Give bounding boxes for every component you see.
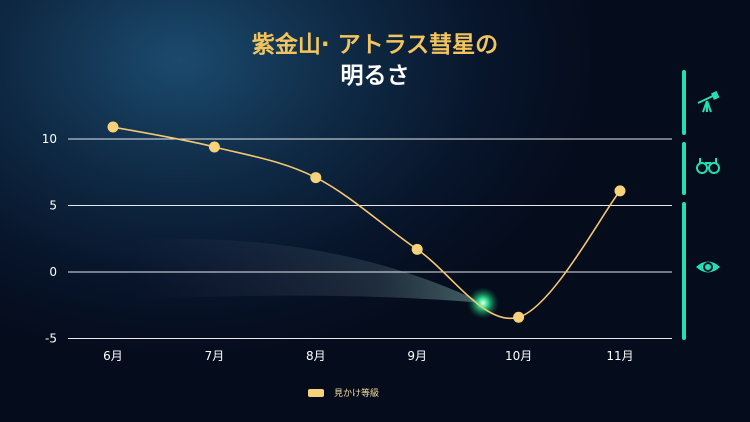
data-point [513, 311, 525, 323]
title-line-2: 明るさ [340, 63, 410, 89]
x-tick-label: 6月 [103, 349, 123, 363]
data-point [411, 243, 423, 255]
eye-icon [696, 261, 720, 273]
y-tick-label: 5 [49, 199, 57, 213]
data-point [310, 172, 322, 184]
x-tick-label: 8月 [306, 349, 326, 363]
telescope-icon [697, 91, 720, 113]
binoculars-range-bar [682, 142, 686, 195]
legend-swatch [308, 388, 324, 397]
legend: 見かけ等級 [308, 386, 379, 399]
x-tick-label: 9月 [407, 349, 427, 363]
x-tick-label: 7月 [205, 349, 225, 363]
chart-title: 紫金山· アトラス彗星の 明るさ [0, 30, 750, 92]
x-tick-label: 11月 [606, 349, 633, 363]
y-tick-label: 0 [49, 265, 57, 279]
binoculars-icon [696, 158, 720, 174]
legend-label: 見かけ等級 [334, 389, 380, 399]
naked-eye-range-bar [682, 202, 686, 340]
x-tick-label: 10月 [505, 349, 532, 363]
data-point [614, 185, 626, 197]
y-tick-label: 10 [42, 132, 57, 146]
comet-image [130, 238, 499, 319]
data-point [107, 121, 119, 133]
telescope-range-bar [682, 70, 686, 135]
data-point [208, 141, 220, 153]
y-tick-label: -5 [45, 332, 57, 346]
title-line-1: 紫金山· アトラス彗星の [251, 32, 499, 58]
